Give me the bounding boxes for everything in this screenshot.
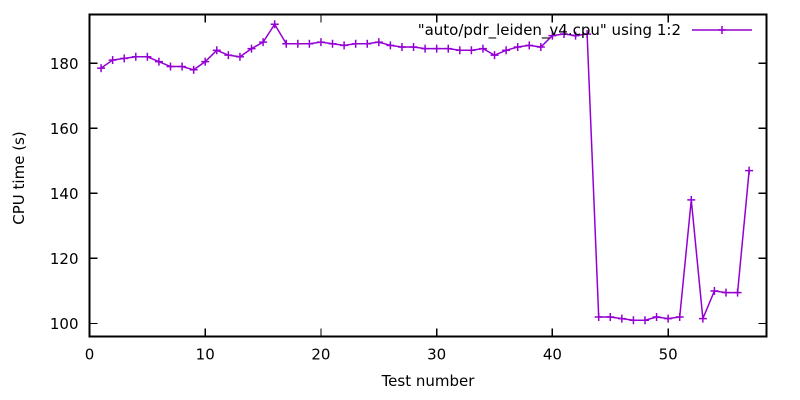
data-series-group: [97, 20, 754, 325]
legend-sample-marker: [718, 26, 726, 34]
x-tick-label: 50: [659, 346, 678, 364]
x-axis-title: Test number: [381, 372, 476, 390]
legend-label-pdr-leiden-v4: "auto/pdr_leiden_v4.cpu" using 1:2: [418, 21, 681, 40]
y-axis-title: CPU time (s): [10, 131, 28, 224]
x-tick-label: 20: [311, 346, 330, 364]
y-tick-label: 160: [50, 120, 79, 138]
y-tick-label: 180: [50, 55, 79, 73]
x-tick-label: 40: [543, 346, 562, 364]
x-tick-label: 0: [85, 346, 95, 364]
y-tick-label: 120: [50, 250, 79, 268]
plot-frame: [88, 13, 768, 338]
series-markers-pdr-leiden-v4: [97, 20, 754, 325]
chart-legend: "auto/pdr_leiden_v4.cpu" using 1:2: [418, 21, 752, 40]
y-axis-ticks: 100 120 140 160 180: [50, 55, 767, 333]
x-tick-label: 30: [427, 346, 446, 364]
x-tick-label: 10: [196, 346, 215, 364]
y-tick-label: 140: [50, 185, 79, 203]
y-tick-label: 100: [50, 315, 79, 333]
x-axis-ticks: 0 10 20 30 40 50: [85, 14, 678, 364]
